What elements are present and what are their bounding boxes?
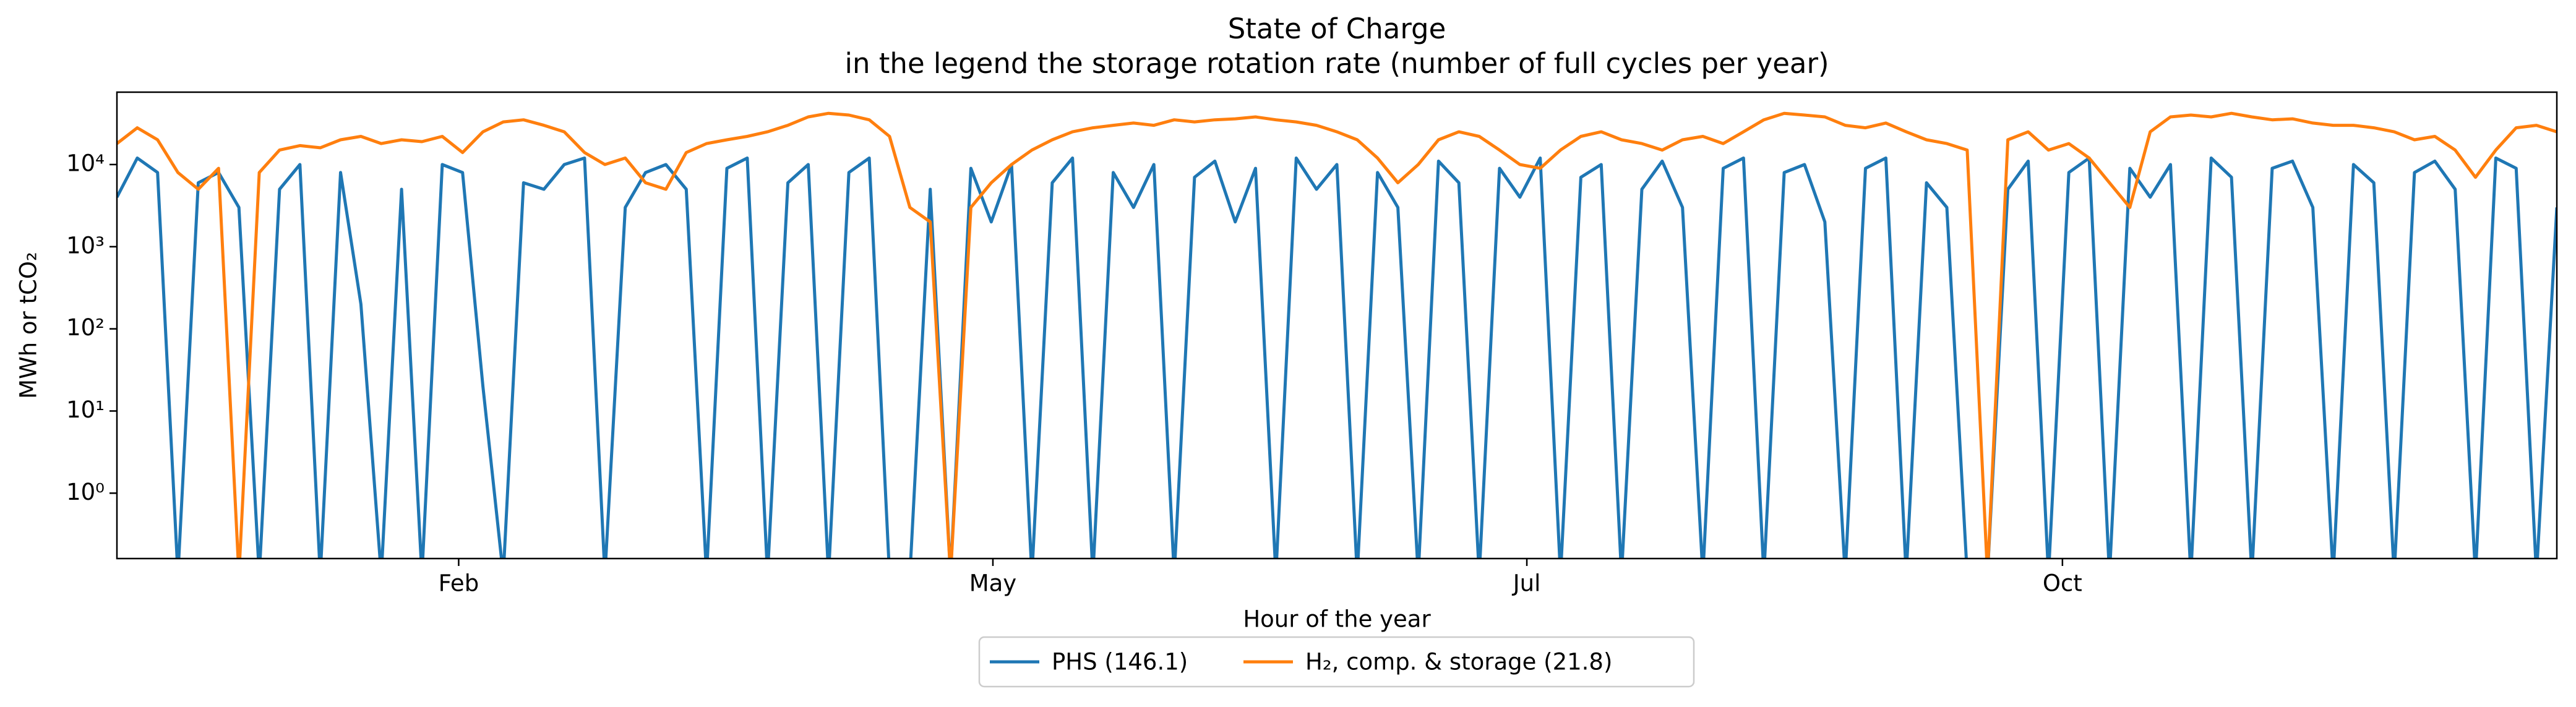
y-axis-label: MWh or tCO₂ xyxy=(15,252,42,399)
legend-box xyxy=(978,636,1695,688)
x-tick-label: Oct xyxy=(2043,570,2082,597)
series-line xyxy=(117,111,2557,559)
y-tick-label: 10³ xyxy=(66,232,105,259)
x-tick-label: Jul xyxy=(1512,570,1541,597)
series-line xyxy=(117,156,2557,559)
legend-label: PHS (146.1) xyxy=(1052,649,1188,675)
plot-frame xyxy=(116,91,2558,560)
x-tick-label: May xyxy=(969,570,1017,597)
chart-title: State of Charge xyxy=(1228,12,1446,45)
y-tick-label: 10² xyxy=(66,314,105,341)
chart-subtitle: in the legend the storage rotation rate … xyxy=(844,47,1829,80)
y-tick-label: 10⁰ xyxy=(66,479,105,505)
legend-label: H₂, comp. & storage (21.8) xyxy=(1305,649,1612,675)
plot-area xyxy=(117,111,2557,559)
x-axis-label: Hour of the year xyxy=(1243,606,1431,633)
y-tick-label: 10¹ xyxy=(66,396,105,423)
x-tick-label: Feb xyxy=(439,570,479,597)
y-tick-label: 10⁴ xyxy=(66,150,105,176)
